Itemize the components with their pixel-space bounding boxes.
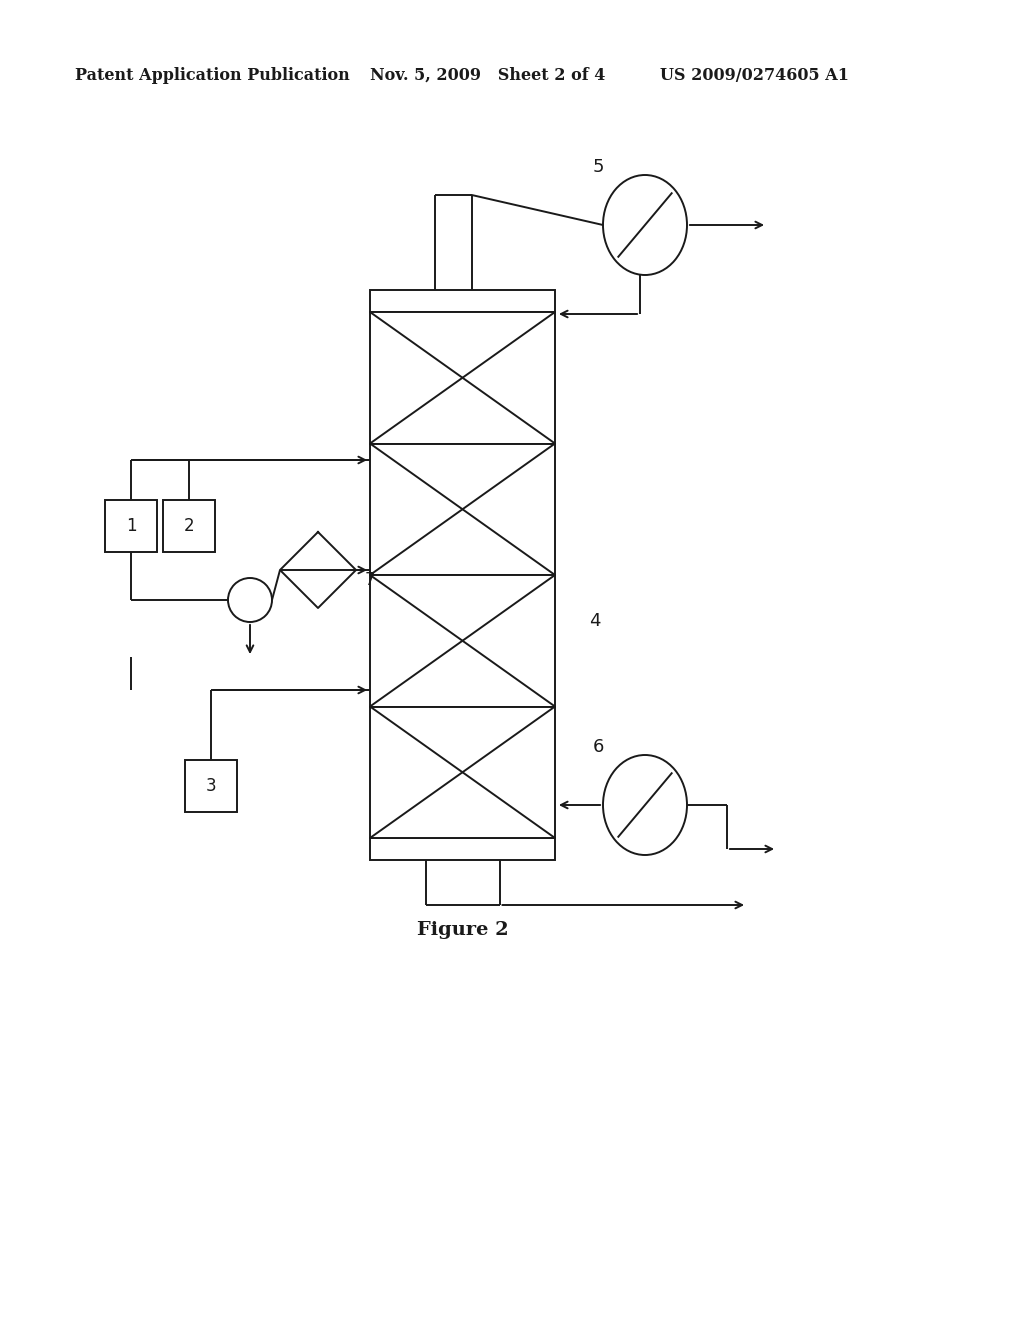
Bar (163, 500, 215, 552)
Bar (105, 500, 157, 552)
Bar (370, 444, 555, 576)
Text: Patent Application Publication: Patent Application Publication (75, 66, 350, 83)
Text: 2: 2 (183, 517, 195, 535)
Text: 1: 1 (126, 517, 136, 535)
Text: Nov. 5, 2009   Sheet 2 of 4: Nov. 5, 2009 Sheet 2 of 4 (370, 66, 605, 83)
Text: 3: 3 (206, 777, 216, 795)
Text: 4: 4 (589, 611, 601, 630)
Bar (370, 838, 555, 861)
Text: 6: 6 (592, 738, 604, 756)
Text: 5: 5 (592, 158, 604, 176)
Text: US 2009/0274605 A1: US 2009/0274605 A1 (660, 66, 849, 83)
Text: Figure 2: Figure 2 (417, 921, 508, 939)
Bar (370, 706, 555, 838)
Bar (370, 312, 555, 444)
Bar (370, 290, 555, 312)
Bar (185, 760, 237, 812)
Bar (370, 576, 555, 706)
Text: 7: 7 (365, 572, 375, 589)
